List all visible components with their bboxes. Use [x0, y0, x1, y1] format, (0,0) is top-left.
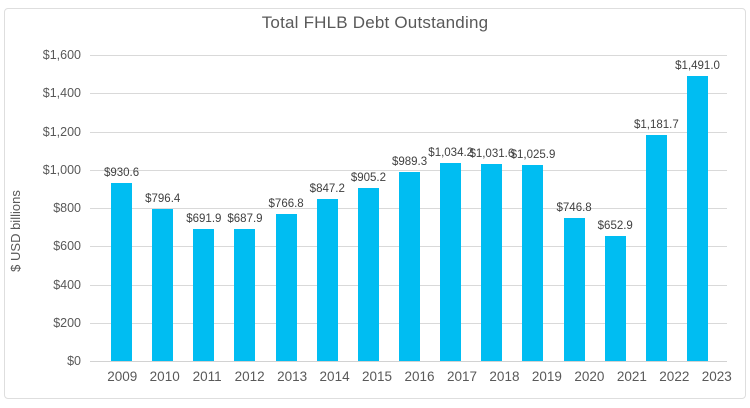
- x-tick-label: 2017: [446, 369, 477, 384]
- plot-area: $930.6 $796.4 $691.9 $687.9 $766.8 $847.2 $905…: [90, 55, 727, 362]
- gridline: [90, 93, 727, 95]
- bar-group-2012: $687.9: [224, 55, 265, 361]
- bar-group-2016: $989.3: [389, 55, 430, 361]
- bar-2022: [645, 135, 667, 361]
- x-tick-label: 2015: [362, 369, 393, 384]
- bar-value-label: $905.2: [350, 171, 386, 184]
- x-tick-label: 2009: [107, 369, 138, 384]
- bar-2015: [357, 187, 379, 361]
- bar-group-2021: $652.9: [595, 55, 636, 361]
- bar-value-label: $1,491.0: [675, 59, 720, 72]
- y-axis-tick-labels: $0 $200 $400 $600 $800 $1,000 $1,200 $1,400 $1,6…: [5, 48, 81, 368]
- bar-value-label: $1,034.2: [428, 147, 474, 160]
- bar-2009: [111, 183, 133, 361]
- bar-value-label: $746.8: [556, 202, 592, 215]
- bar-value-label: $930.6: [103, 167, 140, 180]
- bar-group-2022: $1,181.7: [634, 55, 679, 361]
- x-tick-label: 2011: [192, 369, 222, 384]
- x-tick-label: 2016: [404, 369, 435, 384]
- gridline: [90, 131, 727, 133]
- bar-value-label: $796.4: [145, 192, 181, 205]
- x-tick-label: 2023: [701, 369, 732, 384]
- y-tick-label: $400: [53, 277, 81, 292]
- y-tick-label: $600: [53, 239, 81, 254]
- bar-value-label: $687.9: [227, 213, 263, 226]
- x-tick-label: 2020: [574, 369, 605, 384]
- bar-value-label: $1,181.7: [634, 119, 679, 131]
- gridline: [90, 55, 727, 56]
- bar-group-2020: $746.8: [554, 55, 595, 361]
- gridline: [90, 169, 727, 171]
- bar-group-2023: $1,491.0: [675, 55, 720, 361]
- x-tick-label: 2014: [319, 369, 350, 384]
- bar-value-label: $766.8: [268, 198, 304, 211]
- bar-2019: [522, 164, 544, 361]
- x-axis-tick-labels: 2009 2010 2011 2012 2013 2014 2015 2016 2017 2018…: [90, 369, 747, 384]
- bar-group-2019: $1,025.9: [510, 55, 556, 361]
- x-tick-label: 2021: [616, 369, 647, 384]
- bar-group-2015: $905.2: [348, 55, 389, 361]
- x-tick-label: 2013: [277, 369, 308, 384]
- bar-2021: [604, 236, 626, 361]
- bar-group-2010: $796.4: [142, 55, 183, 361]
- bar-group-2018: $1,031.6: [469, 55, 515, 361]
- x-tick-label: 2019: [531, 369, 562, 384]
- x-tick-label: 2012: [234, 369, 265, 384]
- bar-2023: [687, 75, 709, 361]
- y-tick-label: $1,400: [42, 86, 81, 101]
- y-tick-label: $1,000: [42, 162, 81, 177]
- bar-2011: [193, 228, 215, 361]
- x-tick-label: 2022: [659, 369, 690, 384]
- bar-value-label: $1,025.9: [510, 148, 556, 161]
- bar-2013: [275, 214, 297, 361]
- bar-series: $930.6 $796.4 $691.9 $687.9 $766.8 $847.2 $905…: [90, 55, 727, 361]
- y-tick-label: $800: [53, 201, 81, 215]
- bar-value-label: $847.2: [309, 182, 345, 195]
- bar-value-label: $989.3: [391, 155, 428, 168]
- bar-value-label: $1,031.6: [469, 147, 515, 160]
- bar-group-2014: $847.2: [307, 55, 348, 361]
- bar-group-2011: $691.9: [183, 55, 224, 361]
- bar-2016: [399, 171, 421, 361]
- chart-title: Total FHLB Debt Outstanding: [261, 13, 489, 32]
- x-tick-label: 2018: [489, 369, 520, 384]
- bar-2018: [481, 163, 503, 361]
- bar-value-label: $691.9: [186, 212, 222, 225]
- y-tick-label: $200: [53, 315, 81, 330]
- bar-group-2017: $1,034.2: [428, 55, 474, 361]
- y-tick-label: $1,600: [42, 48, 81, 62]
- bar-2010: [152, 208, 174, 361]
- y-tick-label: $0: [67, 354, 81, 368]
- bar-2020: [563, 218, 585, 361]
- bar-2012: [234, 229, 256, 361]
- bar-2017: [440, 163, 462, 361]
- bar-group-2013: $766.8: [266, 55, 307, 361]
- x-tick-label: 2010: [149, 369, 180, 384]
- bar-value-label: $652.9: [597, 220, 633, 233]
- y-tick-label: $1,200: [42, 124, 81, 139]
- bar-2014: [316, 198, 338, 361]
- bar-group-2009: $930.6: [101, 55, 142, 361]
- chart-frame: Total FHLB Debt Outstanding $ USD billio…: [4, 8, 746, 399]
